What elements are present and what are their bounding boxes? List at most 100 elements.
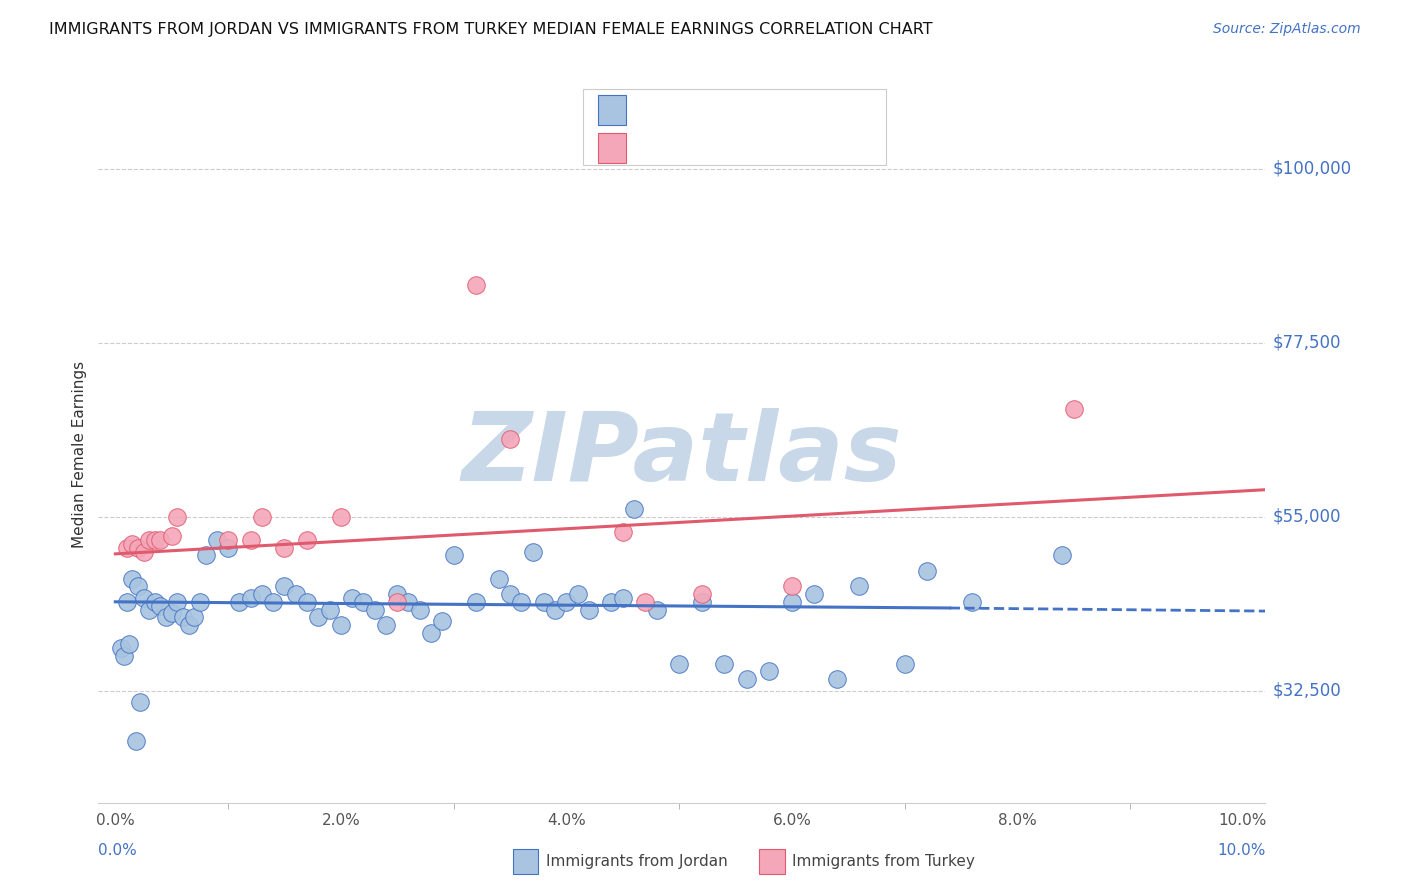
Point [160, 529, 183, 543]
Point [239, 533, 262, 547]
Text: R = -0.020   N = 69: R = -0.020 N = 69 [637, 102, 814, 120]
Point [1063, 401, 1085, 416]
Point [668, 657, 690, 671]
Text: ZIPatlas: ZIPatlas [461, 409, 903, 501]
Point [600, 595, 623, 609]
Point [848, 579, 870, 593]
Point [387, 595, 409, 609]
Point [250, 509, 273, 524]
Point [488, 572, 510, 586]
Point [634, 595, 657, 609]
Point [499, 587, 522, 601]
Point [758, 665, 780, 679]
Point [432, 614, 454, 628]
Point [217, 541, 239, 555]
Point [567, 587, 589, 601]
Text: Immigrants from Jordan: Immigrants from Jordan [546, 855, 727, 869]
Point [138, 533, 160, 547]
Point [420, 625, 443, 640]
Text: IMMIGRANTS FROM JORDAN VS IMMIGRANTS FROM TURKEY MEDIAN FEMALE EARNINGS CORRELAT: IMMIGRANTS FROM JORDAN VS IMMIGRANTS FRO… [49, 22, 932, 37]
Point [612, 591, 634, 605]
Point [115, 541, 138, 555]
Point [443, 549, 465, 563]
Point [387, 587, 409, 601]
Point [499, 433, 522, 447]
Point [262, 595, 284, 609]
Point [132, 544, 155, 558]
Point [132, 591, 155, 605]
Point [127, 579, 149, 593]
Y-axis label: Median Female Earnings: Median Female Earnings [72, 361, 87, 549]
Point [713, 657, 735, 671]
Point [522, 544, 544, 558]
Point [893, 657, 915, 671]
Point [398, 595, 420, 609]
Point [194, 549, 217, 563]
Point [645, 602, 668, 616]
Text: Immigrants from Turkey: Immigrants from Turkey [792, 855, 974, 869]
Point [465, 277, 488, 292]
Point [129, 695, 152, 709]
Point [183, 610, 205, 624]
Text: R =   0.197   N = 18: R = 0.197 N = 18 [637, 139, 818, 157]
Point [112, 648, 135, 663]
Point [352, 595, 374, 609]
Text: 10.0%: 10.0% [1218, 843, 1265, 858]
Point [121, 537, 143, 551]
Text: $55,000: $55,000 [1272, 508, 1341, 525]
Point [409, 602, 432, 616]
Point [160, 607, 183, 621]
Point [780, 595, 803, 609]
Point [124, 734, 146, 748]
Point [239, 591, 262, 605]
Point [915, 564, 938, 578]
Point [960, 595, 983, 609]
Point [127, 541, 149, 555]
Point [555, 595, 578, 609]
Point [533, 595, 555, 609]
Point [374, 618, 396, 632]
Point [690, 587, 713, 601]
Point [780, 579, 803, 593]
Point [166, 509, 188, 524]
Point [735, 672, 758, 686]
Point [465, 595, 488, 609]
Point [155, 610, 177, 624]
Point [118, 637, 141, 651]
Text: $77,500: $77,500 [1272, 334, 1341, 351]
Point [149, 599, 172, 613]
Point [284, 587, 307, 601]
Point [143, 595, 166, 609]
Point [250, 587, 273, 601]
Point [578, 602, 600, 616]
Point [329, 509, 352, 524]
Point [188, 595, 211, 609]
Point [149, 533, 172, 547]
Point [510, 595, 533, 609]
Point [172, 610, 194, 624]
Point [121, 572, 143, 586]
Point [307, 610, 329, 624]
Point [295, 595, 318, 609]
Point [205, 533, 228, 547]
Point [273, 579, 295, 593]
Point [363, 602, 385, 616]
Point [143, 533, 166, 547]
Point [690, 595, 713, 609]
Point [177, 618, 200, 632]
Point [166, 595, 188, 609]
Point [803, 587, 825, 601]
Text: 0.0%: 0.0% [98, 843, 138, 858]
Point [115, 595, 138, 609]
Point [110, 641, 132, 656]
Point [318, 602, 340, 616]
Point [825, 672, 848, 686]
Text: Source: ZipAtlas.com: Source: ZipAtlas.com [1213, 22, 1361, 37]
Point [329, 618, 352, 632]
Point [228, 595, 250, 609]
Point [217, 533, 239, 547]
Point [623, 502, 645, 516]
Point [340, 591, 363, 605]
Point [273, 541, 295, 555]
Point [544, 602, 567, 616]
